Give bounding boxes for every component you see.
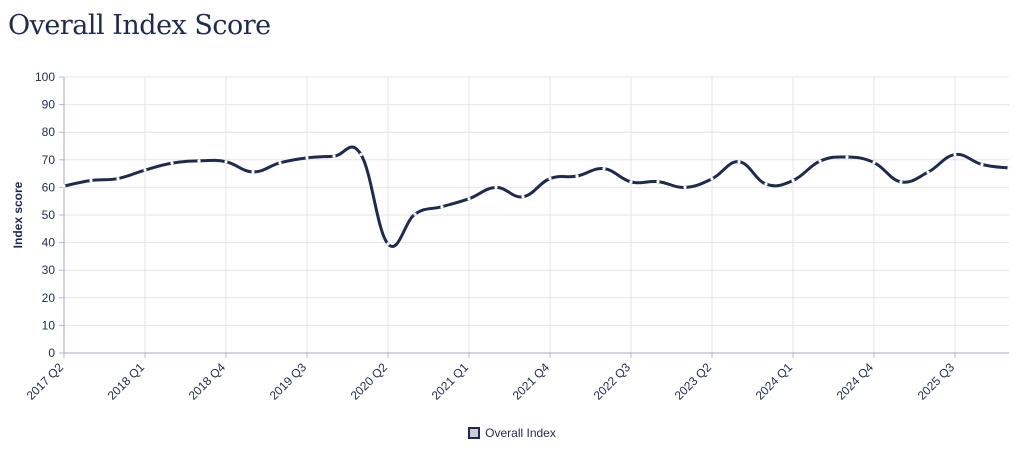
data-point [521, 195, 525, 199]
x-tick-label: 2018 Q4 [186, 360, 229, 403]
series-line [62, 145, 1011, 248]
data-point [413, 212, 417, 216]
data-point [845, 155, 849, 159]
data-point [116, 176, 120, 181]
y-tick-label: 40 [42, 236, 56, 250]
x-tick-label: 2017 Q2 [24, 360, 67, 403]
data-point [683, 185, 687, 189]
data-point [899, 180, 903, 184]
x-axis: 2017 Q2 2018 Q1 2018 Q4 2019 Q3 2020 Q2 2021 … [24, 352, 1009, 403]
data-point [197, 159, 201, 163]
grid-lines [63, 76, 1009, 354]
x-tick-label: 2020 Q2 [348, 360, 391, 403]
data-point [791, 178, 795, 183]
legend-swatch [468, 427, 481, 439]
y-tick-label: 10 [42, 318, 56, 332]
data-point [332, 154, 336, 158]
data-point [386, 242, 390, 246]
y-tick-label: 90 [42, 98, 56, 112]
data-point [224, 160, 228, 164]
legend-item-overall-index[interactable]: Overall Index [468, 426, 556, 440]
x-tick-label: 2021 Q1 [429, 360, 472, 403]
data-point [629, 180, 633, 184]
legend-label: Overall Index [485, 426, 556, 440]
y-tick-label: 70 [42, 153, 56, 167]
y-axis: 0 10 20 30 40 50 60 70 80 90 100 [35, 70, 65, 360]
data-point [953, 152, 957, 157]
x-tick-label: 2024 Q1 [753, 360, 796, 403]
data-point [170, 161, 174, 165]
data-point [656, 180, 660, 184]
x-tick-label: 2022 Q3 [591, 360, 634, 403]
chart-title: Overall Index Score [8, 10, 271, 41]
data-point [359, 152, 363, 157]
data-point [278, 161, 282, 165]
data-point [143, 168, 147, 172]
y-tick-label: 0 [48, 346, 55, 360]
data-point [710, 177, 714, 181]
data-point [251, 170, 255, 174]
data-point [548, 176, 552, 181]
x-tick-label: 2019 Q3 [267, 360, 310, 403]
data-point [305, 156, 309, 160]
y-tick-label: 60 [42, 180, 56, 194]
data-point [575, 174, 579, 178]
y-tick-label: 100 [35, 70, 55, 84]
data-point [1007, 166, 1011, 170]
data-point [737, 160, 741, 164]
data-point [764, 182, 768, 186]
data-point [89, 178, 93, 183]
y-tick-label: 30 [42, 263, 56, 277]
y-axis-title: Index score [11, 181, 25, 248]
data-point [440, 205, 444, 209]
data-point [818, 159, 822, 163]
y-tick-label: 50 [42, 208, 56, 222]
series-group [62, 145, 1011, 248]
x-tick-label: 2021 Q4 [510, 360, 553, 403]
x-tick-label: 2018 Q1 [105, 360, 148, 403]
data-point [467, 197, 471, 201]
x-tick-label: 2025 Q3 [915, 360, 958, 403]
data-point [602, 167, 606, 171]
y-tick-label: 80 [42, 125, 56, 139]
data-point [872, 160, 876, 165]
x-tick-label: 2023 Q2 [672, 360, 715, 403]
data-point [62, 184, 66, 188]
data-point [926, 170, 930, 174]
data-point [494, 185, 498, 189]
y-tick-label: 20 [42, 291, 56, 305]
data-point [980, 162, 984, 167]
legend: Overall Index [0, 426, 1024, 442]
x-tick-label: 2024 Q4 [834, 360, 877, 403]
